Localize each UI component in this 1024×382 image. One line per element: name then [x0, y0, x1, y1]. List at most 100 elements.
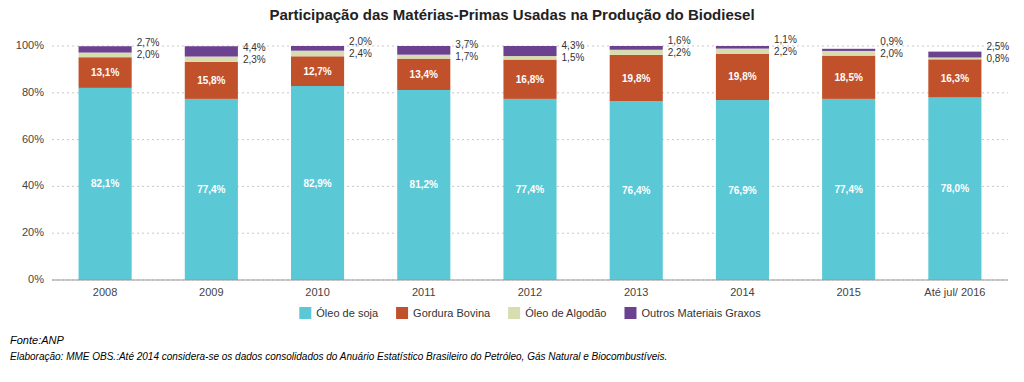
data-labels: 82,1%13,1%2,0%2,7%77,4%15,8%2,3%4,4%82,9… [91, 34, 1009, 196]
data-label: 16,3% [941, 73, 969, 84]
data-label: 19,8% [622, 73, 650, 84]
bar-segment [185, 99, 238, 280]
bar-segment [610, 46, 663, 50]
bar-segment [610, 101, 663, 280]
bar-segment [716, 100, 769, 280]
bar-segment [503, 60, 556, 99]
bar-segment [503, 46, 556, 56]
bar-segment [79, 46, 132, 52]
bar-segment [822, 51, 875, 56]
bar-segment [291, 86, 344, 280]
data-label: 2,2% [774, 46, 797, 57]
y-tick-label: 20% [22, 226, 44, 238]
legend-label: Óleo de soja [316, 307, 379, 319]
x-tick-label: 2015 [836, 286, 860, 298]
data-label: 76,9% [728, 185, 756, 196]
data-label: 3,7% [455, 39, 478, 50]
data-label: 76,4% [622, 185, 650, 196]
data-label: 1,7% [455, 51, 478, 62]
bar-segment [291, 56, 344, 86]
data-label: 16,8% [516, 74, 544, 85]
data-label: 1,6% [668, 35, 691, 46]
legend-swatch [624, 307, 636, 319]
data-label: 77,4% [197, 184, 225, 195]
data-label: 77,4% [834, 184, 862, 195]
bar-segment [610, 55, 663, 101]
data-label: 2,5% [986, 41, 1009, 52]
legend-swatch [396, 307, 408, 319]
data-label: 77,4% [516, 184, 544, 195]
bar-segment [79, 53, 132, 58]
grid [52, 46, 1008, 280]
data-label: 2,3% [243, 54, 266, 65]
bar-segment [503, 99, 556, 280]
bar-segment [928, 97, 981, 280]
bar-segment [928, 57, 981, 59]
legend: Óleo de soja Gordura Bovina Óleo de Algodã… [299, 307, 761, 319]
bar-segment [928, 59, 981, 97]
data-label: 0,9% [880, 36, 903, 47]
bars [79, 46, 982, 280]
annotation: Elaboração: MME OBS.:Até 2014 considera-… [10, 351, 667, 362]
data-label: 81,2% [410, 179, 438, 190]
bar-segment [610, 50, 663, 55]
bar-segment [397, 59, 450, 90]
bar-segment [397, 90, 450, 280]
legend-swatch [299, 307, 311, 319]
legend-item: Gordura Bovina [396, 307, 491, 319]
x-tick-label: 2009 [199, 286, 223, 298]
annotation: Fonte:ANP [10, 334, 64, 346]
x-axis [52, 280, 1008, 281]
data-label: 1,5% [562, 52, 585, 63]
legend-label: Óleo de Algodão [525, 307, 606, 319]
data-label: 2,0% [137, 49, 160, 60]
bar-segment [79, 88, 132, 280]
bar-segment [822, 49, 875, 51]
bar-segment [185, 62, 238, 99]
bar-segment [79, 57, 132, 88]
bar-segment [185, 57, 238, 62]
data-label: 4,3% [562, 40, 585, 51]
x-tick-label: 2014 [730, 286, 754, 298]
x-tick-label: Até jul/ 2016 [924, 286, 985, 298]
bar-segment [503, 56, 556, 60]
grid-line [52, 280, 1008, 281]
data-label: 0,8% [986, 53, 1009, 64]
data-label: 4,4% [243, 42, 266, 53]
data-label: 19,8% [728, 71, 756, 82]
bar-segment [397, 46, 450, 55]
data-label: 2,0% [880, 48, 903, 59]
data-label: 1,1% [774, 34, 797, 45]
y-tick-label: 0% [28, 273, 44, 285]
chart: Participação das Matérias-Primas Usadas … [0, 0, 1024, 382]
legend-item: Óleo de Algodão [508, 307, 606, 319]
legend-label: Gordura Bovina [413, 307, 491, 319]
legend-swatch [508, 307, 520, 319]
x-tick-label: 2011 [412, 286, 436, 298]
bar-segment [185, 46, 238, 56]
title: Participação das Matérias-Primas Usadas … [269, 6, 754, 23]
bar-segment [928, 52, 981, 58]
data-label: 82,9% [303, 178, 331, 189]
data-label: 18,5% [834, 72, 862, 83]
data-label: 15,8% [197, 75, 225, 86]
bar-segment [822, 56, 875, 99]
x-tick-label: 2010 [305, 286, 329, 298]
legend-label: Outros Materiais Graxos [641, 307, 761, 319]
data-label: 2,4% [349, 48, 372, 59]
bar-segment [716, 49, 769, 54]
legend-item: Outros Materiais Graxos [624, 307, 761, 319]
data-label: 2,2% [668, 47, 691, 58]
bar-segment [716, 54, 769, 100]
legend-item: Óleo de soja [299, 307, 379, 319]
data-label: 82,1% [91, 178, 119, 189]
y-tick-label: 100% [16, 39, 44, 51]
data-label: 12,7% [303, 66, 331, 77]
bar-segment [397, 55, 450, 59]
bar-segment [291, 51, 344, 57]
bar-segment [291, 46, 344, 51]
data-label: 13,1% [91, 67, 119, 78]
y-tick-label: 80% [22, 86, 44, 98]
data-label: 78,0% [941, 183, 969, 194]
data-label: 13,4% [410, 69, 438, 80]
